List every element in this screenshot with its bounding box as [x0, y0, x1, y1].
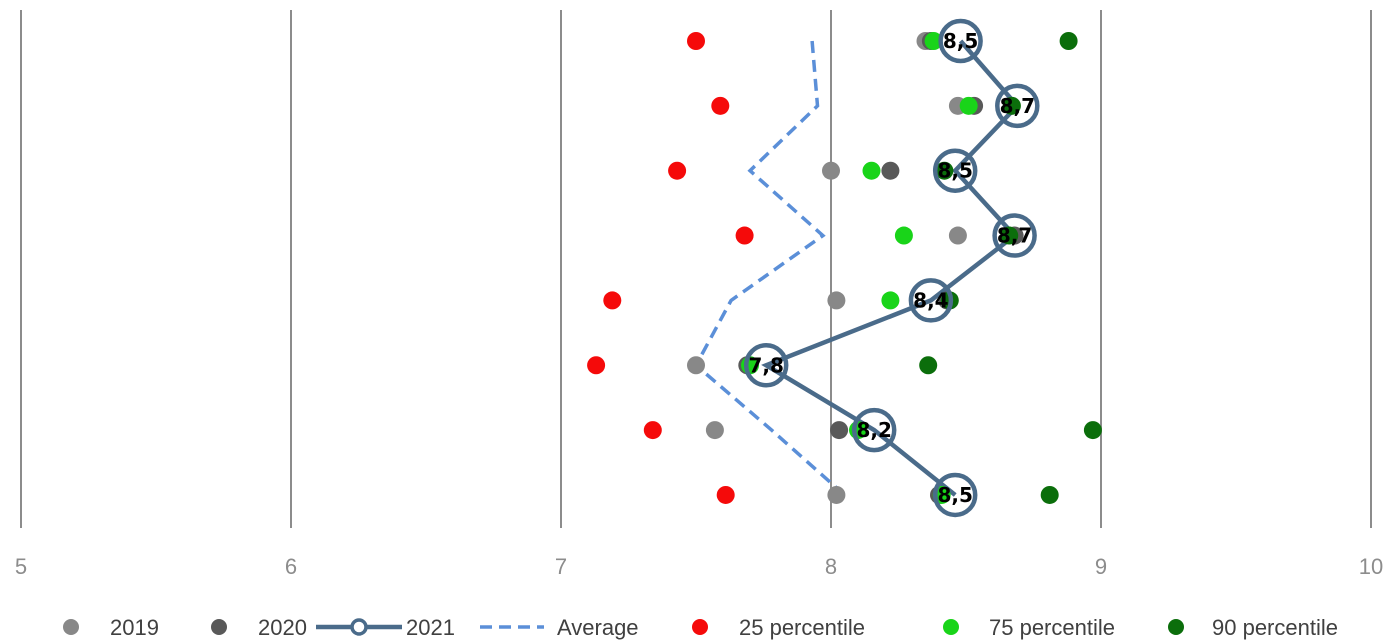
marker-2021 — [908, 278, 954, 323]
marker-90-percentile — [935, 161, 954, 180]
legend-label: 75 percentile — [989, 615, 1115, 640]
x-tick-label: 10 — [1359, 554, 1383, 579]
marker-2019 — [827, 291, 846, 310]
marker-90-percentile — [1059, 32, 1078, 50]
data-label-2021: 8,7 — [997, 224, 1032, 248]
legend-label: 2021 — [406, 615, 455, 640]
x-tick-label: 6 — [285, 554, 297, 579]
legend-marker — [692, 619, 708, 635]
series-markers — [587, 18, 1102, 518]
vertical-gridlines — [20, 10, 1372, 528]
marker-2019 — [827, 485, 846, 504]
marker-75-percentile — [894, 226, 913, 245]
marker-2021 — [992, 213, 1037, 258]
legend-marker — [63, 619, 79, 635]
legend-marker — [1168, 619, 1184, 635]
legend-label: 90 percentile — [1212, 615, 1338, 640]
marker-2019 — [822, 161, 840, 180]
marker-25-percentile — [643, 421, 662, 440]
legend-label: 25 percentile — [739, 615, 865, 640]
marker-25-percentile — [711, 96, 730, 115]
legend-item-25-percentile: 25 percentile — [692, 615, 865, 640]
marker-2021 — [932, 472, 978, 518]
marker-75-percentile — [862, 161, 881, 180]
marker-90-percentile — [919, 356, 938, 375]
data-label-2021: 8,5 — [937, 483, 972, 507]
legend-label: 2020 — [258, 615, 307, 640]
x-tick-label: 9 — [1095, 554, 1107, 579]
legend-item-2021: 2021 — [316, 615, 455, 640]
marker-2020 — [830, 421, 849, 440]
data-label-2021: 8,7 — [1000, 94, 1035, 118]
legend: 2019 2020 2021 Average 25 percentile 75 perce… — [63, 615, 1338, 640]
marker-2019 — [948, 226, 967, 245]
marker-2021 — [851, 407, 897, 453]
data-labels: 8,5 8,7 8,5 8,7 8,4 7,8 8,2 8,5 — [748, 29, 1035, 507]
marker-25-percentile — [587, 356, 606, 375]
x-tick-label: 7 — [555, 554, 567, 579]
marker-75-percentile — [924, 32, 943, 50]
legend-marker — [211, 619, 227, 635]
marker-2020 — [881, 161, 900, 180]
marker-25-percentile — [716, 485, 735, 504]
average-line — [693, 40, 846, 497]
x-axis-tick-labels: 5 6 7 8 9 10 — [15, 554, 1383, 579]
legend-label: 2019 — [110, 615, 159, 640]
legend-item-90-percentile: 90 percentile — [1168, 615, 1338, 640]
marker-25-percentile — [735, 226, 754, 245]
x-tick-label: 5 — [15, 554, 27, 579]
marker-2021 — [995, 83, 1040, 129]
legend-item-average: Average — [480, 615, 639, 640]
marker-90-percentile — [1000, 226, 1019, 245]
marker-75-percentile — [881, 291, 900, 310]
legend-item-75-percentile: 75 percentile — [943, 615, 1115, 640]
legend-label: Average — [557, 615, 639, 640]
data-label-2021: 8,2 — [856, 418, 891, 442]
legend-marker — [943, 619, 959, 635]
data-label-2021: 8,4 — [913, 288, 948, 312]
marker-90-percentile — [1002, 96, 1021, 115]
marker-2021 — [743, 343, 789, 388]
marker-2019 — [687, 356, 705, 375]
legend-marker — [350, 618, 368, 636]
marker-2021 — [932, 148, 978, 193]
marker-2019 — [705, 421, 724, 440]
x-tick-label: 8 — [825, 554, 837, 579]
marker-25-percentile — [687, 32, 705, 50]
marker-90-percentile — [1040, 485, 1059, 504]
legend-item-2020: 2020 — [211, 615, 307, 640]
data-label-2021: 7,8 — [748, 353, 783, 377]
legend-item-2019: 2019 — [63, 615, 159, 640]
data-label-2021: 8,5 — [943, 29, 978, 53]
marker-75-percentile — [959, 96, 978, 115]
marker-25-percentile — [603, 291, 622, 310]
marker-25-percentile — [668, 161, 687, 180]
marker-90-percentile — [1083, 421, 1102, 440]
marker-2021 — [938, 18, 983, 64]
data-label-2021: 8,5 — [937, 159, 972, 183]
